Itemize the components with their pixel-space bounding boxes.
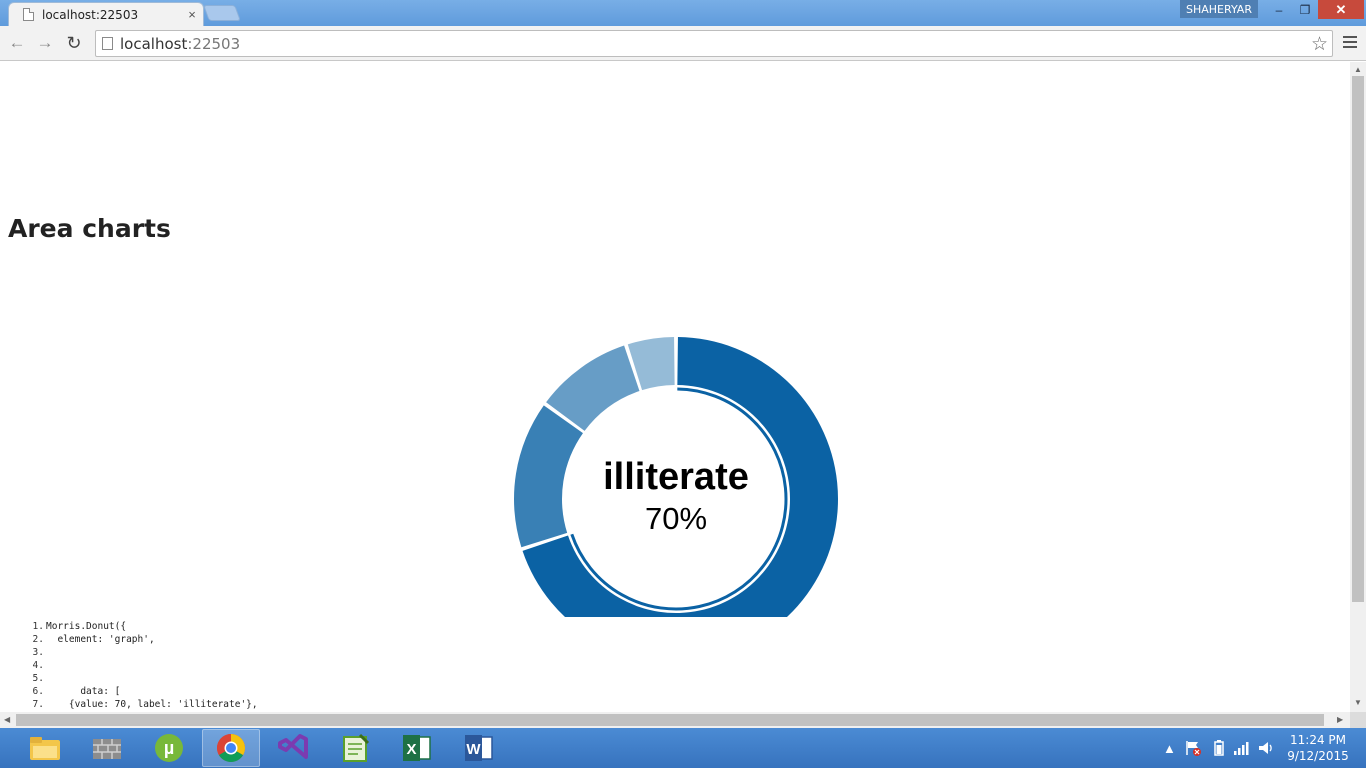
bookmark-star-icon[interactable]: ☆ <box>1310 34 1328 55</box>
tab-title: localhost:22503 <box>42 7 139 22</box>
utorrent-taskbar-button[interactable]: µ <box>140 729 198 767</box>
taskbar: µ X W ▲ 11:24 PM 9/12/2015 <box>0 728 1366 768</box>
code-line-text: Morris.Donut({ <box>46 621 127 632</box>
page-icon <box>102 37 113 50</box>
code-line-number: 7. <box>32 699 44 710</box>
donut-slice-highlight <box>570 387 788 611</box>
code-line: 1. Morris.Donut({ <box>20 620 258 633</box>
code-line: 7. {value: 70, label: 'illiterate'}, <box>20 698 258 711</box>
browser-toolbar: ← → ↻ localhost:22503 ☆ <box>0 26 1366 61</box>
svg-text:X: X <box>406 741 416 758</box>
code-line: 6. data: [ <box>20 685 258 698</box>
network-signal-icon[interactable] <box>1232 728 1250 768</box>
svg-text:W: W <box>466 741 481 758</box>
url-port: :22503 <box>187 35 241 53</box>
horizontal-scroll-thumb[interactable] <box>16 714 1324 726</box>
code-line-number: 2. <box>32 634 44 645</box>
forward-arrow-icon[interactable]: → <box>36 33 54 52</box>
donut-slice[interactable] <box>546 345 640 431</box>
action-center-flag-icon[interactable] <box>1184 728 1202 768</box>
page-icon <box>23 8 34 21</box>
code-line-number: 1. <box>32 621 44 632</box>
battery-icon[interactable] <box>1212 728 1226 768</box>
excel-taskbar-button[interactable]: X <box>388 729 446 767</box>
tab-close-icon[interactable]: × <box>188 7 196 22</box>
chrome-icon <box>217 734 245 762</box>
svg-text:µ: µ <box>164 738 174 758</box>
chrome-taskbar-button[interactable] <box>202 729 260 767</box>
firewall-taskbar-button[interactable] <box>78 729 136 767</box>
clock-date: 9/12/2015 <box>1287 749 1349 763</box>
code-line-text: {value: 70, label: 'illiterate'}, <box>46 699 258 710</box>
profile-button[interactable]: SHAHERYAR <box>1180 0 1258 18</box>
horizontal-scrollbar[interactable]: ◀ ▶ <box>0 712 1350 728</box>
code-line-text: data: [ <box>46 686 121 697</box>
reload-icon[interactable]: ↻ <box>66 33 82 53</box>
title-bar: localhost:22503 × SHAHERYAR – ❐ ✕ <box>0 0 1366 26</box>
browser-tab[interactable]: localhost:22503 × <box>8 2 204 26</box>
scroll-left-arrow-icon[interactable]: ◀ <box>4 715 11 724</box>
excel-icon: X <box>403 735 431 761</box>
url-host: localhost <box>120 35 188 53</box>
file-explorer-taskbar-button[interactable] <box>16 729 74 767</box>
minimize-button[interactable]: – <box>1275 2 1283 17</box>
volume-speaker-icon[interactable] <box>1257 728 1275 768</box>
page-title: Area charts <box>8 214 171 243</box>
back-arrow-icon[interactable]: ← <box>8 33 26 52</box>
url-text[interactable]: localhost:22503 <box>120 35 240 53</box>
code-line: 5. <box>20 672 258 685</box>
scroll-down-arrow-icon[interactable]: ▼ <box>1354 698 1362 707</box>
word-taskbar-button[interactable]: W <box>450 729 508 767</box>
scroll-up-arrow-icon[interactable]: ▲ <box>1354 65 1362 74</box>
vertical-scrollbar[interactable]: ▲ ▼ <box>1350 62 1366 712</box>
clock-time: 11:24 PM <box>1290 733 1346 747</box>
code-line-number: 5. <box>32 673 44 684</box>
notepad-icon <box>343 733 370 762</box>
folder-icon <box>30 737 60 760</box>
scrollbar-corner <box>1350 712 1366 728</box>
code-line: 3. <box>20 646 258 659</box>
donut-slice[interactable] <box>522 337 838 617</box>
system-clock[interactable]: 11:24 PM 9/12/2015 <box>1284 732 1352 764</box>
new-tab-button[interactable] <box>203 5 241 21</box>
donut-center-label: illiterate <box>603 456 749 498</box>
address-bar[interactable]: localhost:22503 ☆ <box>95 30 1333 57</box>
donut-center-value: 70% <box>645 501 707 536</box>
code-line: 4. <box>20 659 258 672</box>
notepad-taskbar-button[interactable] <box>326 729 384 767</box>
word-icon: W <box>465 735 493 761</box>
visual-studio-icon <box>278 734 308 759</box>
visual-studio-taskbar-button[interactable] <box>264 729 322 767</box>
code-line-number: 4. <box>32 660 44 671</box>
code-line-number: 6. <box>32 686 44 697</box>
page-content: Area charts illiterate 70% 1. Morris.Donu… <box>0 62 1350 712</box>
donut-chart[interactable]: illiterate 70% <box>470 257 890 617</box>
code-line-text: element: 'graph', <box>46 634 155 645</box>
vertical-scroll-thumb[interactable] <box>1352 76 1364 602</box>
code-line-number: 3. <box>32 647 44 658</box>
brick-wall-icon <box>93 739 121 759</box>
menu-icon[interactable] <box>1343 36 1357 50</box>
tray-overflow-chevron-icon[interactable]: ▲ <box>1163 740 1176 756</box>
maximize-button[interactable]: ❐ <box>1299 2 1311 17</box>
utorrent-icon: µ <box>155 734 183 762</box>
donut-slice[interactable] <box>627 337 675 391</box>
donut-slice[interactable] <box>514 405 583 548</box>
code-line: 2. element: 'graph', <box>20 633 258 646</box>
scroll-right-arrow-icon[interactable]: ▶ <box>1337 715 1344 724</box>
code-listing: 1. Morris.Donut({2. element: 'graph', 3. 4.… <box>20 620 258 711</box>
close-window-button[interactable]: ✕ <box>1318 0 1364 19</box>
